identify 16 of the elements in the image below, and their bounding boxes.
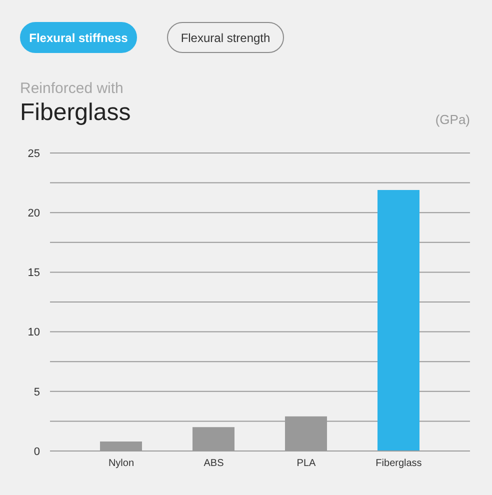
chart-subtitle: Reinforced with (20, 80, 124, 98)
tab-button: Flexural strength (167, 22, 284, 53)
chart-title: Fiberglass (20, 99, 131, 127)
y-tick-label: 20 (28, 208, 40, 220)
y-tick-label: 10 (28, 326, 40, 339)
x-tick-label: ABS (204, 458, 224, 470)
y-axis-title: (GPa) (435, 111, 470, 128)
y-tick-label: 15 (28, 267, 40, 280)
y-tick-label: 0 (34, 446, 40, 458)
selected-tab-button: Flexural stiffness (20, 22, 137, 53)
bar (378, 190, 420, 451)
x-tick-label: Fiberglass (376, 458, 422, 470)
y-tick-label: 25 (28, 148, 40, 160)
x-tick-label: Nylon (108, 458, 134, 470)
y-tick-label: 5 (34, 386, 40, 398)
x-tick-label: PLA (296, 458, 316, 470)
